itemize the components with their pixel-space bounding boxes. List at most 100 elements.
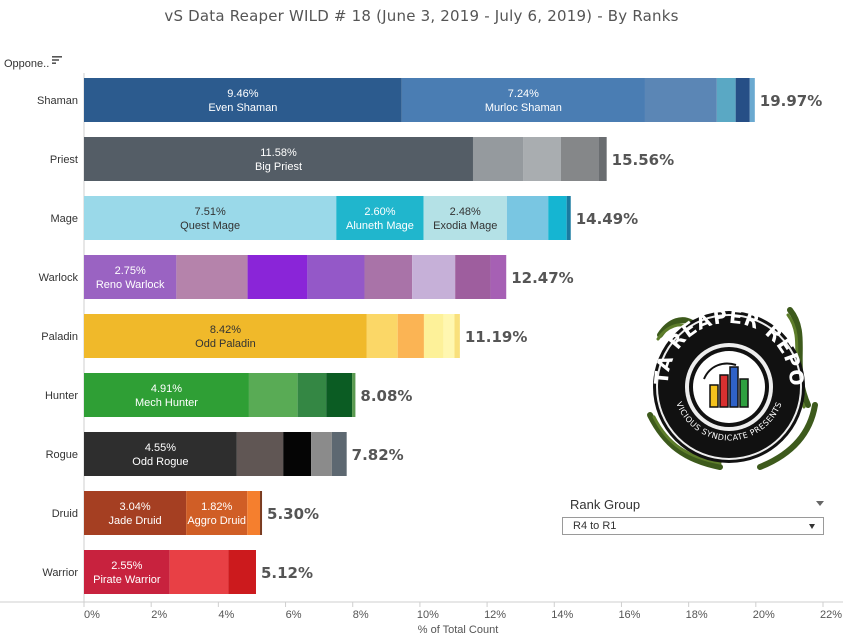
rank-group-select[interactable]: R4 to R1 — [562, 517, 824, 535]
bar-segment[interactable] — [490, 255, 507, 299]
bar-segment[interactable] — [247, 491, 261, 535]
bar-segment[interactable] — [401, 78, 645, 122]
bar-segment[interactable] — [248, 373, 298, 417]
x-tick-label: 14% — [551, 609, 573, 621]
segment-archetype-label: Reno Warlock — [96, 279, 165, 291]
bar-segment[interactable] — [644, 78, 717, 122]
segment-value-label: 11.58% — [260, 147, 297, 159]
bar-segment[interactable] — [228, 550, 256, 594]
segment-value-label: 9.46% — [227, 88, 258, 100]
bar-segment[interactable] — [443, 314, 455, 358]
bar-segment[interactable] — [523, 137, 561, 181]
bar-segment[interactable] — [506, 196, 549, 240]
filter-menu-icon[interactable] — [816, 501, 824, 506]
bar-segment[interactable] — [307, 255, 365, 299]
segment-archetype-label: Murloc Shaman — [485, 102, 562, 114]
bar-segment[interactable] — [84, 255, 177, 299]
chart-title: vS Data Reaper WILD # 18 (June 3, 2019 -… — [164, 7, 679, 25]
category-label: Hunter — [45, 390, 78, 402]
bar-segment[interactable] — [454, 314, 460, 358]
rank-group-filter: Rank Group R4 to R1 — [562, 497, 826, 535]
data-reaper-logo: DATA REAPER REPORT VICIOUS SYNDICATE PRE… — [640, 295, 818, 470]
bar-segment[interactable] — [236, 432, 284, 476]
bar-segment[interactable] — [283, 432, 312, 476]
segment-value-label: 7.51% — [195, 206, 226, 218]
segment-archetype-label: Quest Mage — [180, 220, 240, 232]
segment-archetype-label: Odd Rogue — [132, 456, 188, 468]
bar-segment[interactable] — [749, 78, 755, 122]
segment-value-label: 4.55% — [145, 442, 176, 454]
bar-segment[interactable] — [548, 196, 567, 240]
x-tick-label: 0% — [84, 609, 100, 621]
chevron-down-icon[interactable] — [809, 524, 815, 529]
bar-segment[interactable] — [297, 373, 327, 417]
bar-segment[interactable] — [84, 550, 170, 594]
bar-segment[interactable] — [566, 196, 571, 240]
sort-field-label[interactable]: Oppone.. — [4, 58, 50, 70]
bar-segment[interactable] — [247, 255, 308, 299]
x-tick-label: 8% — [353, 609, 369, 621]
total-value-label: 8.08% — [360, 387, 412, 405]
rank-group-title: Rank Group — [570, 497, 641, 512]
x-tick-label: 18% — [686, 609, 708, 621]
bar-segment[interactable] — [84, 373, 249, 417]
bar-segment[interactable] — [352, 373, 356, 417]
bar-segment[interactable] — [423, 196, 507, 240]
bar-segment[interactable] — [326, 373, 353, 417]
x-tick-label: 12% — [484, 609, 506, 621]
segment-value-label: 2.75% — [115, 265, 146, 277]
bar-segment[interactable] — [176, 255, 248, 299]
bar-segment[interactable] — [311, 432, 332, 476]
segment-archetype-label: Odd Paladin — [195, 338, 256, 350]
bar-segment[interactable] — [84, 432, 237, 476]
segment-archetype-label: Mech Hunter — [135, 397, 198, 409]
bar-segment[interactable] — [186, 491, 248, 535]
bar-segment[interactable] — [472, 137, 524, 181]
bar-segment[interactable] — [331, 432, 347, 476]
bar-segment[interactable] — [84, 196, 337, 240]
x-tick-label: 2% — [151, 609, 167, 621]
bar-segment[interactable] — [455, 255, 491, 299]
total-value-label: 11.19% — [465, 328, 527, 346]
segment-archetype-label: Even Shaman — [208, 102, 277, 114]
total-value-label: 14.49% — [576, 210, 638, 228]
category-label: Priest — [50, 154, 78, 166]
total-value-label: 19.97% — [760, 92, 822, 110]
bar-segment[interactable] — [84, 137, 473, 181]
category-label: Mage — [50, 213, 78, 225]
x-tick-label: 10% — [417, 609, 439, 621]
total-value-label: 12.47% — [511, 269, 573, 287]
total-value-label: 5.30% — [267, 505, 319, 523]
category-label: Warlock — [39, 272, 79, 284]
bar-segment[interactable] — [84, 78, 402, 122]
segment-value-label: 7.24% — [508, 88, 539, 100]
bar-segment[interactable] — [397, 314, 424, 358]
bar-segment[interactable] — [260, 491, 263, 535]
segment-archetype-label: Exodia Mage — [433, 220, 497, 232]
x-tick-label: 4% — [218, 609, 234, 621]
sort-icon[interactable] — [52, 55, 62, 65]
bar-segment[interactable] — [423, 314, 444, 358]
bar-segment[interactable] — [598, 137, 607, 181]
category-label: Rogue — [46, 449, 78, 461]
bar-segment[interactable] — [364, 255, 413, 299]
category-label: Paladin — [41, 331, 78, 343]
segment-archetype-label: Pirate Warrior — [93, 574, 161, 586]
segment-archetype-label: Aluneth Mage — [346, 220, 414, 232]
bar-segment[interactable] — [336, 196, 424, 240]
bar-segment[interactable] — [735, 78, 750, 122]
segment-value-label: 1.82% — [201, 501, 232, 513]
bar-segment[interactable] — [366, 314, 398, 358]
segment-value-label: 2.48% — [450, 206, 481, 218]
bar-segment[interactable] — [169, 550, 229, 594]
segment-archetype-label: Jade Druid — [108, 515, 161, 527]
x-tick-label: 22% — [820, 609, 842, 621]
bar-segment[interactable] — [716, 78, 736, 122]
bar-segment[interactable] — [560, 137, 599, 181]
x-tick-label: 6% — [286, 609, 302, 621]
bar-segment[interactable] — [84, 314, 367, 358]
segment-value-label: 2.60% — [364, 206, 395, 218]
bar-segment[interactable] — [412, 255, 456, 299]
bar-segment[interactable] — [84, 491, 187, 535]
